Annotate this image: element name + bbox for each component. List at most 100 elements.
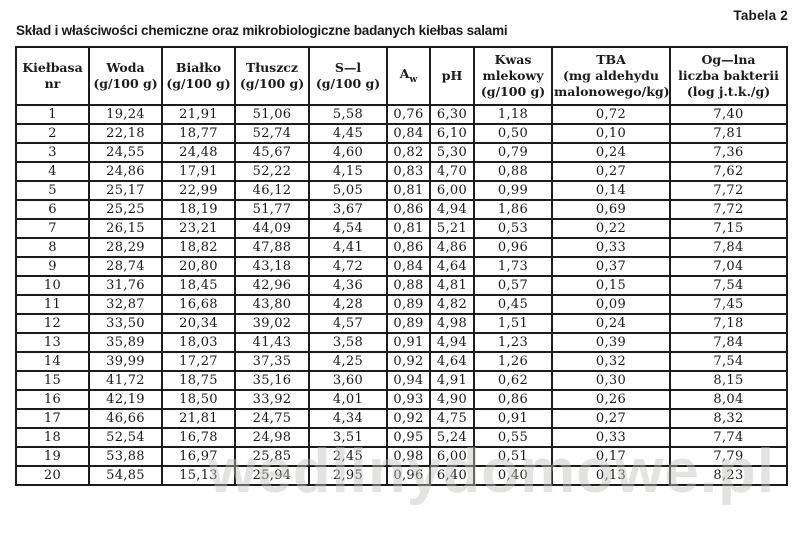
table-row: 13 35,89 18,03 41,43 3,58 0,91 4,94 1,23 0,39 7,8… [15,332,788,353]
table-cell: 26,15 [88,218,163,239]
table-cell: 6,30 [429,104,475,125]
table-cell: 4,86 [429,237,475,258]
table-cell: 4,81 [429,275,475,296]
table-cell: 7,72 [669,180,788,201]
table-row: 12 33,50 20,34 39,02 4,57 0,89 4,98 1,51 0,24 7,1… [15,313,788,334]
table-row: 7 26,15 23,21 44,09 4,54 0,81 5,21 0,53 0,22 7,15 [15,218,788,239]
table-cell: 0,37 [551,256,671,277]
col-header-bialko: Białko (g/100 g) [161,46,236,106]
table-cell: 3,58 [308,332,388,353]
table-cell: 24,86 [88,161,163,182]
table-cell: 1,23 [473,332,553,353]
table-cell: 0,62 [473,370,553,391]
table-body: 1 19,24 21,91 51,06 5,58 0,76 6,30 1,18 0,72 7,40… [15,104,788,486]
table-cell: 0,91 [473,408,553,429]
table-cell: 33,92 [234,389,310,410]
table-cell: 7,81 [669,123,788,144]
table-cell: 15 [15,370,90,391]
table-cell: 4,82 [429,294,475,315]
table-row: 8 28,29 18,82 47,88 4,41 0,86 4,86 0,96 0,33 7,84 [15,237,788,258]
table-cell: 0,81 [386,218,431,239]
table-cell: 1,51 [473,313,553,334]
table-cell: 0,14 [551,180,671,201]
table-cell: 2,45 [308,446,388,467]
table-cell: 2,95 [308,465,388,486]
table-cell: 0,89 [386,294,431,315]
table-cell: 0,33 [551,427,671,448]
table-row: 6 25,25 18,19 51,77 3,67 0,86 4,94 1,86 0,69 7,72 [15,199,788,220]
table-cell: 4,94 [429,332,475,353]
table-cell: 4,01 [308,389,388,410]
table-cell: 4,45 [308,123,388,144]
table-cell: 0,27 [551,161,671,182]
table-cell: 24,48 [161,142,236,163]
table-cell: 6,40 [429,465,475,486]
table-cell: 0,53 [473,218,553,239]
table-cell: 18,75 [161,370,236,391]
table-cell: 6 [15,199,90,220]
table-cell: 0,84 [386,256,431,277]
table-cell: 7,45 [669,294,788,315]
table-cell: 0,88 [386,275,431,296]
table-cell: 16,97 [161,446,236,467]
table-cell: 0,89 [386,313,431,334]
table-cell: 45,67 [234,142,310,163]
table-cell: 6,00 [429,446,475,467]
table-cell: 28,29 [88,237,163,258]
table-cell: 5,58 [308,104,388,125]
table-cell: 0,55 [473,427,553,448]
table-cell: 16 [15,389,90,410]
table-cell: 18,19 [161,199,236,220]
table-row: 5 25,17 22,99 46,12 5,05 0,81 6,00 0,99 0,14 7,72 [15,180,788,201]
table-cell: 4,91 [429,370,475,391]
table-cell: 0,81 [386,180,431,201]
table-cell: 4,75 [429,408,475,429]
table-cell: 9 [15,256,90,277]
table-cell: 21,91 [161,104,236,125]
table-cell: 41,72 [88,370,163,391]
table-cell: 19,24 [88,104,163,125]
table-cell: 3,67 [308,199,388,220]
table-cell: 7,79 [669,446,788,467]
table-cell: 35,16 [234,370,310,391]
table-cell: 0,91 [386,332,431,353]
table-row: 14 39,99 17,27 37,35 4,25 0,92 4,64 1,26 0,32 7,5… [15,351,788,372]
table-cell: 8,04 [669,389,788,410]
table-cell: 5,24 [429,427,475,448]
table-cell: 0,69 [551,199,671,220]
table-cell: 39,99 [88,351,163,372]
table-cell: 0,95 [386,427,431,448]
table-cell: 0,33 [551,237,671,258]
table-cell: 24,98 [234,427,310,448]
table-cell: 0,50 [473,123,553,144]
table-cell: 12 [15,313,90,334]
col-header-sol: S—l (g/100 g) [308,46,388,106]
table-cell: 1,73 [473,256,553,277]
table-cell: 6,10 [429,123,475,144]
table-cell: 0,51 [473,446,553,467]
table-cell: 53,88 [88,446,163,467]
table-cell: 0,45 [473,294,553,315]
table-number-label: Tabela 2 [733,8,788,23]
table-cell: 15,13 [161,465,236,486]
table-row: 20 54,85 15,13 25,94 2,95 0,96 6,40 0,40 0,13 8,2… [15,465,788,486]
table-cell: 0,13 [551,465,671,486]
col-header-woda: Woda (g/100 g) [88,46,163,106]
table-cell: 7,36 [669,142,788,163]
table-cell: 22,18 [88,123,163,144]
table-cell: 4,36 [308,275,388,296]
salami-properties-table: Kiełbasa nr Woda (g/100 g) Białko (g/100… [15,46,788,486]
table-cell: 33,50 [88,313,163,334]
table-cell: 4,98 [429,313,475,334]
table-cell: 4,70 [429,161,475,182]
table-cell: 0,99 [473,180,553,201]
table-cell: 7,74 [669,427,788,448]
table-cell: 1 [15,104,90,125]
table-cell: 0,40 [473,465,553,486]
table-cell: 3 [15,142,90,163]
table-cell: 0,24 [551,313,671,334]
table-cell: 0,88 [473,161,553,182]
table-cell: 0,76 [386,104,431,125]
table-cell: 25,17 [88,180,163,201]
